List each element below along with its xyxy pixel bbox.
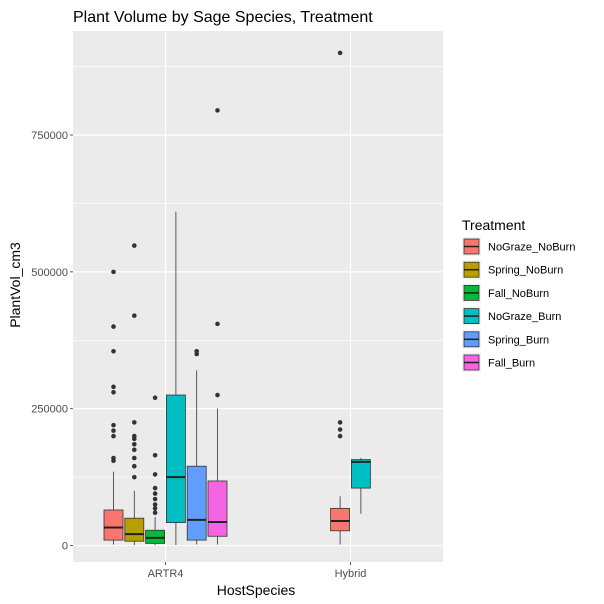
y-axis: 0 250000 500000 750000 bbox=[31, 130, 73, 553]
outlier-point bbox=[111, 324, 116, 329]
y-tick-label: 750000 bbox=[31, 130, 68, 142]
outlier-point bbox=[194, 348, 199, 354]
outlier-point bbox=[215, 108, 220, 113]
y-tick-label: 250000 bbox=[31, 404, 68, 416]
outlier-point bbox=[152, 491, 158, 496]
outlier-point bbox=[111, 269, 116, 275]
box-iqr bbox=[350, 459, 371, 489]
legend-item-spring_noburn: Spring_NoBurn bbox=[462, 260, 563, 280]
box-iqr bbox=[207, 480, 228, 537]
chart-title: Plant Volume by Sage Species, Treatment bbox=[73, 9, 373, 26]
outlier-point bbox=[111, 422, 116, 428]
legend-item-nograze_burn: NoGraze_Burn bbox=[462, 306, 561, 326]
outlier-point bbox=[111, 455, 116, 461]
legend-label: Spring_Burn bbox=[488, 334, 549, 346]
outlier-point bbox=[215, 392, 220, 398]
legend-label: NoGraze_NoBurn bbox=[488, 242, 575, 254]
box-artr4-nograze_noburn bbox=[103, 269, 124, 545]
box-artr4-fall_burn bbox=[207, 108, 228, 545]
legend: Treatment NoGraze_NoBurn Spring_NoBurn Fal… bbox=[462, 217, 575, 372]
outlier-point bbox=[132, 474, 137, 480]
x-axis-title: HostSpecies bbox=[217, 582, 296, 598]
x-tick-label: ARTR4 bbox=[148, 568, 184, 580]
x-tick-label: Hybrid bbox=[335, 568, 367, 580]
outlier-point bbox=[132, 313, 137, 318]
x-axis: ARTR4 Hybrid bbox=[148, 562, 367, 580]
legend-label: Fall_Burn bbox=[488, 358, 535, 370]
box-artr4-spring_burn bbox=[186, 348, 207, 545]
outlier-point bbox=[152, 452, 158, 458]
outlier-point bbox=[132, 447, 137, 453]
legend-label: Spring_NoBurn bbox=[488, 265, 563, 277]
outlier-point bbox=[132, 433, 137, 439]
outlier-point bbox=[132, 420, 137, 425]
outlier-point bbox=[111, 433, 116, 439]
legend-title: Treatment bbox=[462, 217, 525, 233]
box-iqr bbox=[330, 507, 351, 532]
box-iqr bbox=[103, 509, 124, 541]
outlier-point bbox=[152, 496, 158, 502]
plot-panel bbox=[73, 31, 443, 562]
legend-item-nograze_noburn: NoGraze_NoBurn bbox=[462, 237, 575, 256]
panel-background bbox=[73, 31, 443, 562]
outlier-point bbox=[111, 428, 116, 433]
outlier-point bbox=[111, 384, 116, 390]
outlier-point bbox=[152, 506, 158, 511]
outlier-point bbox=[215, 321, 220, 327]
outlier-point bbox=[337, 50, 343, 56]
outlier-point bbox=[132, 243, 137, 248]
box-artr4-nograze_burn bbox=[165, 211, 186, 546]
outlier-point bbox=[152, 395, 158, 401]
outlier-point bbox=[132, 442, 137, 447]
box-hybrid-nograze_noburn bbox=[330, 50, 351, 545]
box-artr4-fall_noburn bbox=[145, 395, 166, 546]
outlier-point bbox=[111, 389, 116, 395]
box-iqr bbox=[145, 529, 166, 544]
outlier-point bbox=[337, 433, 343, 439]
legend-label: NoGraze_Burn bbox=[488, 311, 561, 323]
legend-item-fall_noburn: Fall_NoBurn bbox=[462, 283, 549, 303]
box-iqr bbox=[186, 465, 207, 541]
box-iqr bbox=[165, 394, 186, 523]
outlier-point bbox=[152, 502, 158, 507]
y-tick-label: 500000 bbox=[31, 267, 68, 279]
box-artr4-spring_noburn bbox=[124, 243, 145, 546]
legend-item-fall_burn: Fall_Burn bbox=[462, 353, 535, 372]
legend-label: Fall_NoBurn bbox=[488, 288, 549, 300]
outlier-point bbox=[337, 420, 343, 425]
outlier-point bbox=[152, 472, 158, 477]
legend-item-spring_burn: Spring_Burn bbox=[462, 329, 549, 349]
box-hybrid-nograze_burn bbox=[350, 457, 371, 514]
outlier-point bbox=[132, 463, 137, 469]
outlier-point bbox=[152, 485, 158, 491]
outlier-point bbox=[337, 427, 343, 432]
outlier-point bbox=[132, 455, 137, 461]
y-tick-label: 0 bbox=[62, 541, 68, 553]
y-axis-title: PlantVol_cm3 bbox=[7, 242, 23, 328]
outlier-point bbox=[152, 510, 158, 516]
outlier-point bbox=[111, 348, 116, 354]
box-iqr bbox=[124, 517, 145, 542]
